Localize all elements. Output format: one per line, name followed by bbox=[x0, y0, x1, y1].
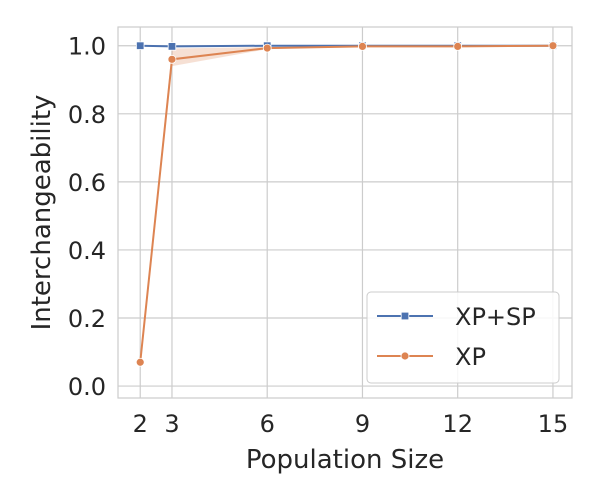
x-tick-label: 3 bbox=[164, 410, 179, 438]
y-tick-label: 0.8 bbox=[68, 101, 106, 129]
x-axis-title: Population Size bbox=[246, 445, 444, 475]
legend-label-xp: XP bbox=[455, 343, 486, 371]
x-tick-label: 6 bbox=[260, 410, 275, 438]
y-tick-label: 0.2 bbox=[68, 305, 106, 333]
data-point-xp bbox=[167, 54, 177, 64]
legend: XP+SP XP bbox=[366, 291, 560, 384]
data-point-xp bbox=[358, 42, 367, 51]
x-tick-label: 15 bbox=[538, 410, 569, 438]
y-tick-label: 1.0 bbox=[68, 33, 106, 61]
y-tick-label: 0.6 bbox=[68, 169, 106, 197]
x-tick-label: 2 bbox=[133, 410, 148, 438]
data-point-xp-sp bbox=[136, 41, 145, 50]
y-axis-title: Interchangeability bbox=[27, 95, 57, 331]
data-point-xp bbox=[548, 41, 558, 51]
legend-box bbox=[366, 291, 560, 384]
legend-marker-xp bbox=[400, 351, 410, 361]
legend-label-xp-sp: XP+SP bbox=[455, 303, 536, 331]
x-tick-label: 9 bbox=[355, 410, 370, 438]
y-tick-label: 0.0 bbox=[68, 373, 106, 401]
data-point-xp bbox=[262, 43, 272, 53]
data-point-xp bbox=[453, 42, 463, 51]
y-tick-label: 0.4 bbox=[68, 237, 106, 265]
data-point-xp-sp bbox=[167, 42, 177, 51]
data-point-xp bbox=[135, 357, 145, 367]
plot-frame bbox=[117, 26, 573, 399]
x-tick-label: 12 bbox=[442, 410, 473, 438]
series-line-xp bbox=[139, 44, 553, 363]
legend-marker-xp-sp bbox=[400, 311, 410, 321]
